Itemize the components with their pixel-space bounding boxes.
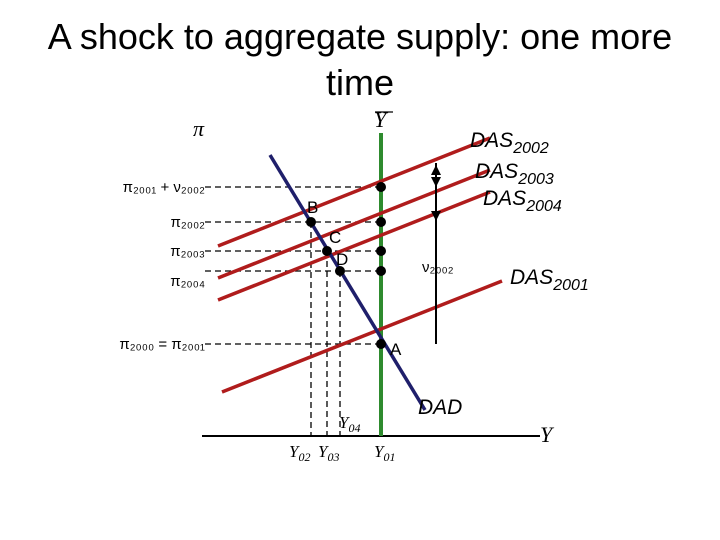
slide-title: A shock to aggregate supply: one more ti… — [47, 16, 673, 103]
point-dot-shock — [376, 182, 386, 192]
x-tick-y03: Y03 — [318, 442, 339, 464]
dad-line — [268, 154, 427, 411]
das-2003-label: DAS2003 — [475, 160, 554, 188]
y-tick-pi-2000: π₂₀₀₀ = π₂₀₀₁ — [119, 336, 205, 353]
equilibrium-points — [306, 182, 386, 349]
point-dot-2002-ybar — [376, 217, 386, 227]
point-label-c: C — [329, 228, 341, 247]
dad-label: DAD — [418, 396, 462, 419]
point-dot-d — [335, 266, 345, 276]
point-dot-c — [322, 246, 332, 256]
das-curves — [217, 136, 503, 394]
das-2001-label: DAS2001 — [510, 266, 589, 294]
das-2004-label: DAS2004 — [483, 187, 562, 215]
das-2001-line — [221, 279, 503, 394]
point-dot-2004-ybar — [376, 266, 386, 276]
guide-lines — [205, 186, 381, 436]
das-2004-line — [217, 190, 491, 302]
point-dot-a — [376, 339, 386, 349]
x-tick-y04: Y04 — [339, 413, 360, 435]
point-label-a: A — [390, 340, 402, 359]
ybar-label: Y — [374, 107, 389, 132]
das-2002-line — [217, 136, 491, 248]
y-axis-label: π — [193, 116, 205, 141]
x-tick-y02: Y02 — [289, 442, 310, 464]
point-dot-2003-ybar — [376, 246, 386, 256]
x-axis-label: Y — [540, 422, 555, 447]
das-2003-line — [217, 168, 491, 280]
das-2002-label: DAS2002 — [470, 129, 549, 157]
shock-label: ν₂₀₀₂ — [422, 259, 454, 276]
y-tick-pi-shock: π₂₀₀₁ + ν₂₀₀₂ — [123, 179, 206, 196]
point-label-b: B — [307, 198, 318, 217]
point-label-d: D — [336, 250, 348, 269]
y-tick-pi-2003: π₂₀₀₃ — [170, 243, 205, 260]
y-tick-pi-2004: π₂₀₀₄ — [170, 273, 205, 290]
x-tick-y01: Y01 — [374, 442, 395, 464]
point-dot-b — [306, 217, 316, 227]
y-tick-pi-2002: π₂₀₀₂ — [171, 214, 206, 231]
